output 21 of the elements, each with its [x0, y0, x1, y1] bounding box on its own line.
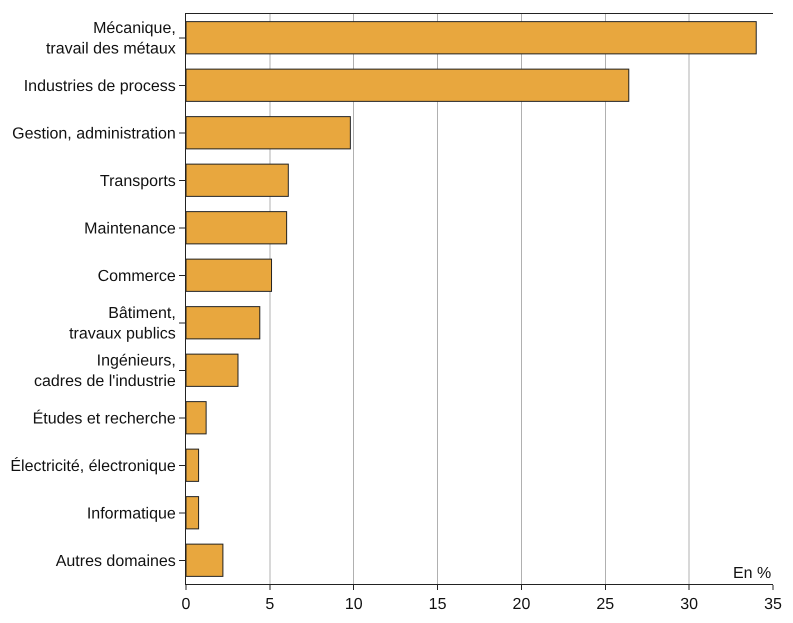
- y-tick-label: Industries de process: [24, 78, 176, 95]
- x-tick-label: 5: [265, 596, 274, 614]
- x-tick-label: 0: [182, 596, 191, 614]
- x-tick-label: 10: [344, 596, 363, 614]
- y-tick-label: Commerce: [98, 268, 176, 285]
- y-tick-label: Maintenance: [84, 220, 176, 238]
- y-tick-label: Bâtiment, travaux publics: [69, 304, 176, 343]
- x-tick-label: 35: [764, 596, 782, 614]
- y-tick-label: Mécanique, travail des métaux: [46, 20, 176, 58]
- x-tick-label: 30: [680, 596, 698, 614]
- y-tick-label: Électricité, électronique: [10, 456, 176, 475]
- y-tick-label: Informatique: [86, 505, 176, 522]
- y-tick-label: Études et recherche: [32, 409, 176, 428]
- y-tick-label: Autres domaines: [56, 552, 176, 570]
- x-tick-label: 20: [512, 596, 530, 614]
- y-tick-label: Gestion, administration: [12, 125, 176, 142]
- x-tick-label: 15: [428, 596, 447, 614]
- x-tick-label: 25: [596, 596, 614, 614]
- annotation: En %: [733, 565, 772, 582]
- y-tick-label: Ingénieurs, cadres de l'industrie: [34, 352, 176, 390]
- y-tick-label: Transports: [100, 172, 176, 190]
